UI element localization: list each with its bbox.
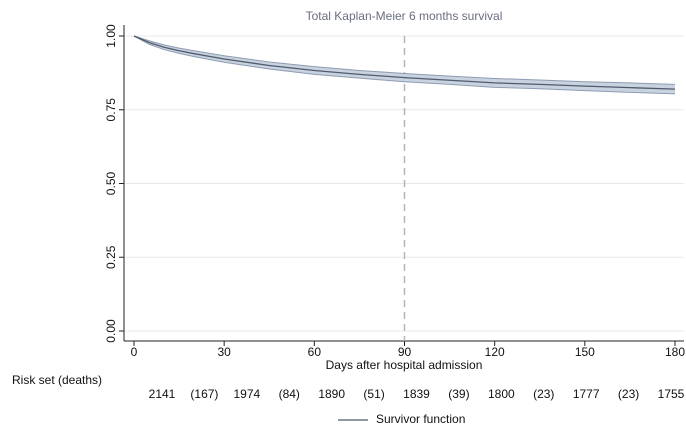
chart-title: Total Kaplan-Meier 6 months survival xyxy=(306,9,503,23)
risk-table-entry: 1777 xyxy=(573,387,600,401)
x-tick-label: 120 xyxy=(485,345,505,359)
x-tick-label: 0 xyxy=(131,345,138,359)
risk-table-entry: 1839 xyxy=(403,387,430,401)
y-tick-label: 0.50 xyxy=(104,171,118,195)
y-tick-label: 1.00 xyxy=(104,24,118,48)
risk-table-entry: 1974 xyxy=(233,387,260,401)
survival-line xyxy=(133,35,676,90)
risk-table-entry: (84) xyxy=(279,387,300,401)
x-tick-label: 60 xyxy=(308,345,322,359)
y-tick-label: 0.25 xyxy=(104,245,118,269)
risk-table-entry: 2141 xyxy=(149,387,176,401)
x-tick-label: 30 xyxy=(217,345,231,359)
legend-label: Survivor function xyxy=(376,412,465,426)
risk-table-entry: 1890 xyxy=(318,387,345,401)
risk-table-entry: (23) xyxy=(533,387,554,401)
ci-bound xyxy=(133,35,676,85)
ci-bound xyxy=(133,35,676,95)
risk-table-entry: (167) xyxy=(190,387,218,401)
risk-table-entry: (51) xyxy=(363,387,384,401)
x-tick-label: 150 xyxy=(575,345,595,359)
y-tick-label: 0.00 xyxy=(104,319,118,343)
y-tick-label: 0.75 xyxy=(104,98,118,122)
risk-table-label: Risk set (deaths) xyxy=(12,373,102,387)
risk-table-entry: 1755 xyxy=(658,387,685,401)
x-tick-label: 90 xyxy=(398,345,412,359)
risk-table-entry: (23) xyxy=(618,387,639,401)
risk-table-entry: 1800 xyxy=(488,387,515,401)
x-axis-label: Days after hospital admission xyxy=(326,358,483,372)
x-tick-label: 180 xyxy=(665,345,685,359)
risk-table-entry: (39) xyxy=(448,387,469,401)
